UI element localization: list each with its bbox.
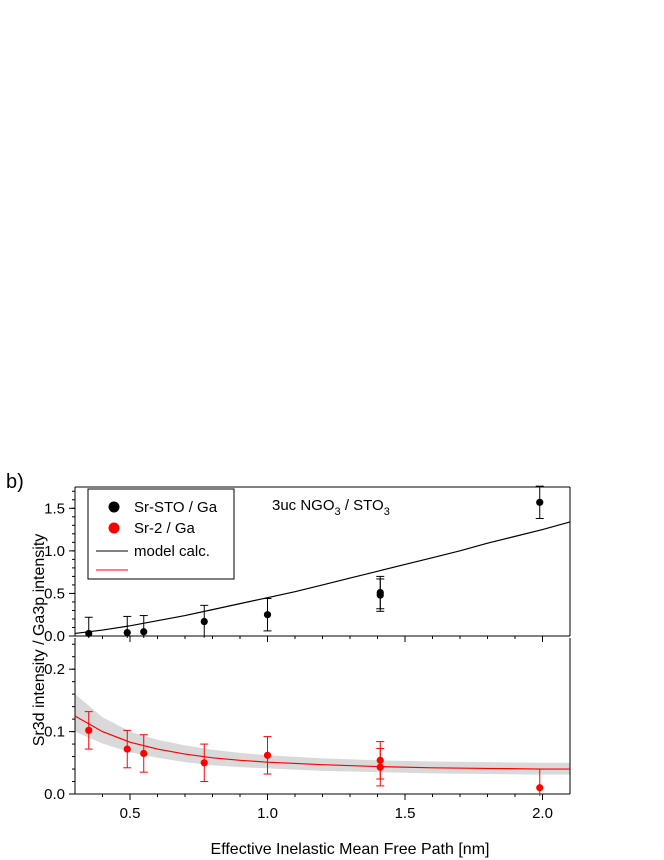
top-data-point — [536, 498, 544, 506]
legend-marker-sr-sto — [108, 501, 120, 513]
y-axis-title: Sr3d intensity / Ga3p intensity — [31, 534, 48, 747]
top-y-tick-label: 0.0 — [44, 628, 65, 645]
top-data-point — [123, 628, 131, 637]
top-y-tick-label: 0.5 — [44, 585, 65, 602]
bottom-data-point — [123, 745, 131, 753]
top-model-line — [74, 521, 571, 635]
bottom-data-point — [376, 763, 384, 771]
top-y-tick-label: 1.5 — [44, 500, 65, 517]
top-data-point — [376, 591, 384, 599]
top-data-point — [140, 628, 148, 636]
legend-label-sr-sto: Sr-STO / Ga — [134, 499, 218, 516]
bottom-y-tick-label: 0.2 — [44, 661, 65, 678]
axis-ticks: 0.0 0.5 1.0 1.5 0.0 0.1 0.2 0.5 1.0 1.5 2.0 — [44, 490, 553, 822]
top-y-tick-label: 1.0 — [44, 543, 65, 560]
bottom-y-tick-label: 0.0 — [44, 786, 65, 803]
bottom-data-point — [200, 759, 208, 767]
legend-label-model: model calc. — [134, 543, 210, 560]
bottom-data-point — [536, 784, 544, 792]
legend-marker-sr-2 — [108, 522, 120, 534]
top-data-point — [200, 617, 208, 626]
bottom-data-point — [85, 726, 93, 734]
panel-label: b) — [6, 471, 24, 493]
data-points — [84, 485, 544, 796]
legend: Sr-STO / Ga Sr-2 / Ga model calc. — [87, 488, 235, 580]
bottom-x-tick-label: 1.0 — [257, 805, 278, 822]
top-data-point — [263, 611, 272, 619]
x-axis-title: Effective Inelastic Mean Free Path [nm] — [211, 841, 490, 858]
bottom-x-tick-label: 1.5 — [395, 805, 416, 822]
bottom-data-point — [140, 749, 148, 758]
bottom-model-line — [74, 715, 570, 770]
bottom-x-tick-label: 0.5 — [120, 805, 141, 822]
top-data-point — [85, 629, 93, 638]
bottom-confidence-band — [75, 694, 570, 775]
model-lines — [74, 521, 571, 770]
bottom-y-tick-label: 0.1 — [44, 724, 65, 741]
bottom-x-tick-label: 2.0 — [532, 805, 553, 822]
bottom-data-point — [263, 751, 272, 759]
legend-label-sr-2: Sr-2 / Ga — [134, 520, 196, 537]
model-uncertainty-band — [75, 694, 570, 775]
sample-annotation: 3uc NGO3 / STO3 — [272, 497, 390, 518]
